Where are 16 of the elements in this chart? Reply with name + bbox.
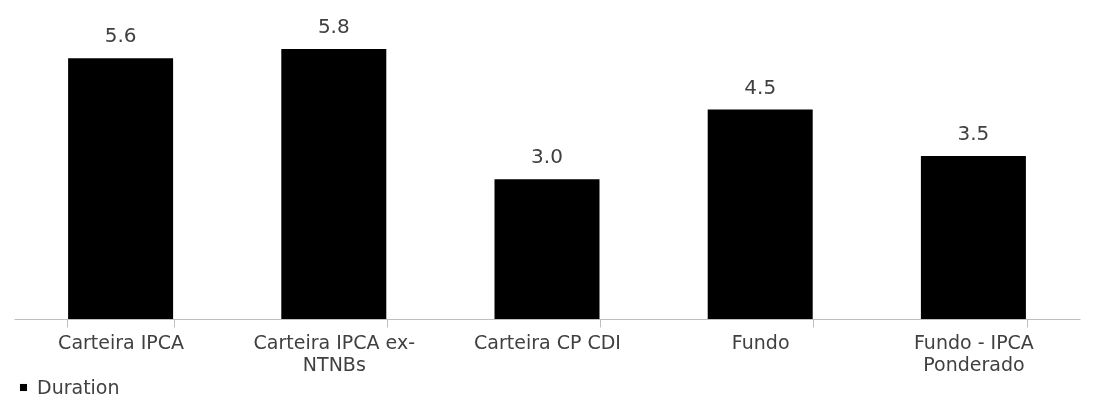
- data-label: 4.5: [744, 74, 777, 99]
- bar: [494, 179, 600, 319]
- data-label: 3.5: [957, 121, 990, 146]
- x-tick-label: Fundo - IPCA Ponderado: [913, 330, 1034, 375]
- legend-label: Duration: [37, 375, 120, 398]
- bar: [707, 109, 813, 319]
- x-tick-label: Carteira IPCA ex-NTNBs: [253, 330, 416, 375]
- x-tick-label: Carteira CP CDI: [474, 330, 621, 353]
- data-label: 3.0: [531, 144, 563, 169]
- data-label: 5.6: [104, 23, 137, 48]
- data-label: 5.8: [317, 14, 350, 38]
- bar: [920, 156, 1026, 319]
- x-tick-label: Fundo: [731, 330, 790, 353]
- bar: [281, 49, 387, 319]
- x-tick-label: Carteira IPCA: [58, 330, 185, 353]
- bar: [68, 58, 174, 319]
